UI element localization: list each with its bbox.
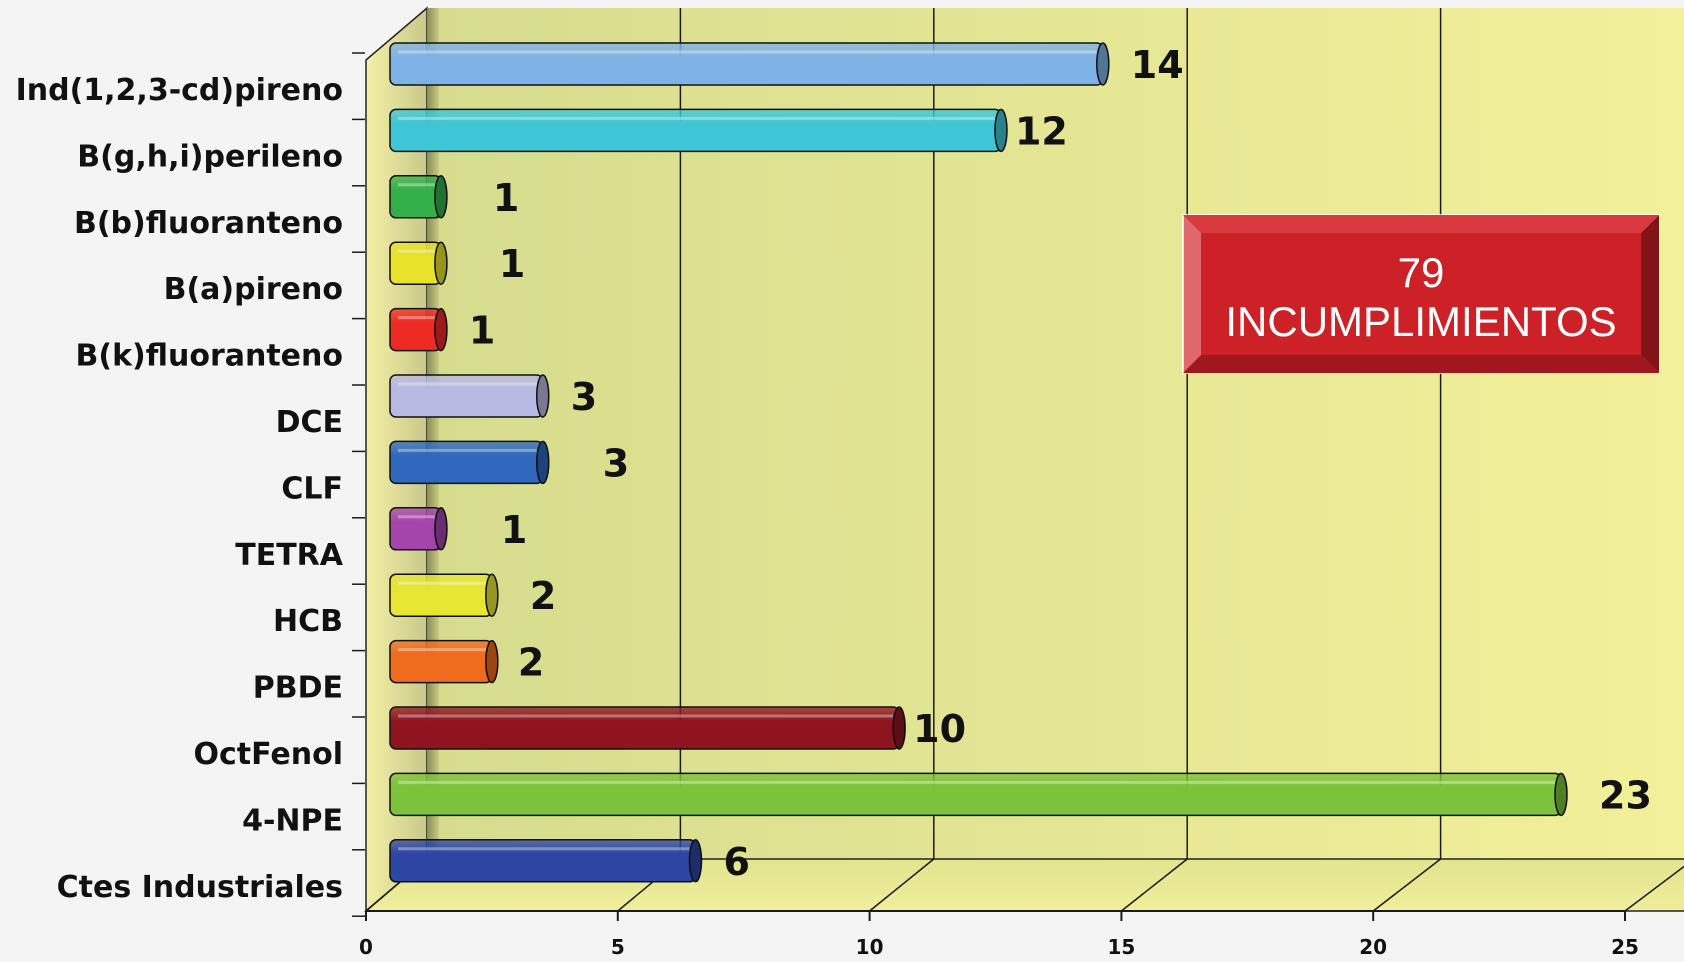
value-label: 6 xyxy=(723,840,749,884)
value-label: 1 xyxy=(499,242,525,286)
bar-end-cap xyxy=(535,440,550,485)
bar-group: 1 xyxy=(389,241,525,286)
value-label: 10 xyxy=(913,707,966,751)
value-label: 2 xyxy=(518,641,544,685)
x-tick-label: 25 xyxy=(1611,935,1639,959)
callout-bevel-top xyxy=(1183,215,1659,233)
bar xyxy=(389,374,544,418)
bar-group: 14 xyxy=(389,42,1184,87)
bar-end-cap xyxy=(485,639,499,684)
bar-end-cap xyxy=(1554,772,1568,817)
callout-face xyxy=(1201,233,1641,355)
bar xyxy=(389,839,697,883)
x-tick-label: 20 xyxy=(1359,935,1387,959)
value-label: 3 xyxy=(571,375,597,419)
bar-group: 23 xyxy=(389,772,1652,817)
bar-end-cap xyxy=(994,108,1008,153)
bar-group: 3 xyxy=(389,440,629,485)
bar-group: 3 xyxy=(389,374,597,419)
bar-group: 2 xyxy=(389,573,556,618)
bar-group: 1 xyxy=(389,307,495,353)
bar-end-cap xyxy=(434,175,448,219)
category-label: Ind(1,2,3-cd)pireno xyxy=(16,73,343,108)
x-tick-label: 0 xyxy=(359,935,373,959)
bar xyxy=(389,507,442,551)
category-label: 4-NPE xyxy=(242,803,343,838)
category-label: HCB xyxy=(273,604,343,639)
bar-end-cap xyxy=(485,573,499,617)
floor-gridline xyxy=(1624,865,1684,912)
bar xyxy=(389,639,493,684)
floor-gridline xyxy=(869,858,935,912)
category-label: B(k)fluoranteno xyxy=(76,339,344,374)
bar-end-cap xyxy=(1096,42,1110,86)
value-label: 1 xyxy=(493,176,519,220)
bar-group: 1 xyxy=(389,507,527,552)
category-label: DCE xyxy=(276,405,343,440)
callout-bevel-bottom xyxy=(1183,355,1659,373)
bar-group: 12 xyxy=(389,108,1068,153)
bar-group: 1 xyxy=(389,175,519,220)
value-label: 1 xyxy=(501,508,527,552)
category-label: TETRA xyxy=(235,538,344,573)
floor-gridline xyxy=(1372,858,1442,912)
bar xyxy=(389,706,900,750)
value-label: 14 xyxy=(1131,43,1184,87)
callout-box: 79 INCUMPLIMIENTOS xyxy=(1182,214,1660,374)
category-label: B(a)pireno xyxy=(164,272,343,307)
value-label: 23 xyxy=(1599,773,1652,817)
value-label: 3 xyxy=(603,441,629,485)
value-label: 12 xyxy=(1015,109,1068,153)
bar xyxy=(389,175,442,219)
bar-group: 2 xyxy=(389,639,544,685)
bar-end-cap xyxy=(434,507,448,551)
bar xyxy=(389,440,544,485)
bar-end-cap xyxy=(535,374,550,418)
bar-end-cap xyxy=(434,307,448,352)
callout-bevel-right xyxy=(1641,215,1659,373)
bar-end-cap xyxy=(434,241,448,285)
category-labels: Ind(1,2,3-cd)pireno B(g,h,i)perileno B(b)f… xyxy=(16,52,366,917)
bar-end-cap xyxy=(688,839,703,883)
bar-end-cap xyxy=(892,706,906,750)
x-tick-label: 10 xyxy=(856,935,884,959)
category-label: OctFenol xyxy=(193,737,343,772)
value-label: 2 xyxy=(530,574,556,618)
category-label: B(g,h,i)perileno xyxy=(77,139,343,174)
x-axis-ticks: 0 5 10 15 20 25 xyxy=(359,910,1639,959)
callout-text: INCUMPLIMIENTOS xyxy=(1225,298,1616,345)
bar xyxy=(389,307,442,352)
bar xyxy=(389,42,1104,86)
bar xyxy=(389,772,1562,817)
floor-gridline xyxy=(1120,858,1188,912)
category-label: B(b)fluoranteno xyxy=(74,206,343,241)
category-label: PBDE xyxy=(253,671,343,706)
x-tick-label: 5 xyxy=(611,935,625,959)
category-label: CLF xyxy=(281,471,343,506)
callout-count: 79 xyxy=(1398,249,1445,296)
bar-group: 6 xyxy=(389,839,750,884)
category-label: Ctes Industriales xyxy=(57,870,343,905)
bar-group: 10 xyxy=(389,706,966,751)
x-tick-label: 15 xyxy=(1107,935,1135,959)
bar xyxy=(389,241,442,285)
bar xyxy=(389,573,493,617)
bar xyxy=(389,108,1002,153)
value-label: 1 xyxy=(469,309,495,353)
